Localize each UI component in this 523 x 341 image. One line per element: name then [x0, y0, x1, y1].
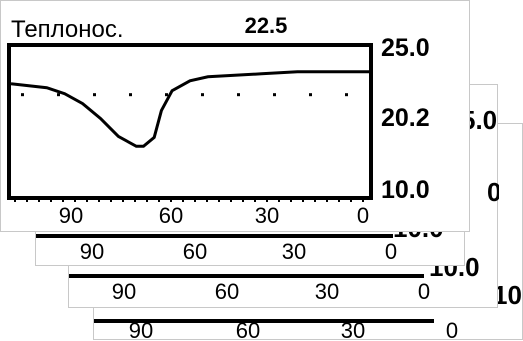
x-tick-label: 60 — [236, 318, 260, 341]
reference-dot — [309, 93, 312, 97]
reference-dot — [345, 93, 348, 97]
y-label-bottom: 10.0 — [493, 280, 523, 310]
series-line — [10, 70, 369, 148]
x-tick-label: 30 — [341, 318, 365, 341]
reference-dot — [129, 93, 132, 97]
reference-dot — [165, 93, 168, 97]
x-tick-label: 60 — [183, 239, 207, 264]
reference-dot — [273, 93, 276, 97]
x-tick-label: 90 — [112, 279, 136, 304]
trend-chart: Теплонос. 22.5 25.0 20.2 10.0 90 60 30 0 — [7, 13, 430, 228]
axis-panel: 5.0 0.2 10.0 90 60 30 0 — [69, 105, 499, 304]
reference-dot — [201, 93, 204, 97]
reference-dot — [237, 93, 240, 97]
reference-dot — [21, 93, 24, 97]
y-label-top: 25.0 — [381, 34, 430, 62]
x-tick-label: 0 — [446, 318, 458, 341]
reference-dot — [57, 93, 60, 97]
x-tick-label: 30 — [315, 279, 339, 304]
x-tick-label: 30 — [282, 239, 306, 264]
x-tick-label: 60 — [215, 279, 239, 304]
x-tick-label: 60 — [159, 203, 183, 228]
y-label-bottom: 10.0 — [381, 176, 430, 204]
x-tick-label: 0 — [418, 279, 430, 304]
plot-frame — [7, 43, 373, 200]
chart-title: Теплонос. — [11, 16, 124, 43]
y-label-mid: 0.2 — [487, 177, 499, 207]
x-minor-ticks — [14, 198, 364, 202]
reference-dot — [93, 93, 96, 97]
x-tick-label: 30 — [255, 203, 279, 228]
reference-line-dots — [21, 93, 348, 97]
y-label-mid: 20.2 — [381, 104, 430, 132]
axis-panel: 10.0 90 60 30 0 — [94, 280, 523, 341]
x-tick-label: 90 — [59, 203, 83, 228]
x-tick-label: 0 — [357, 203, 369, 228]
history-screen-main: Теплонос. 22.5 25.0 20.2 10.0 90 60 30 0 — [0, 0, 470, 232]
x-tick-label: 90 — [129, 318, 153, 341]
x-tick-label: 0 — [385, 239, 397, 264]
x-tick-label: 90 — [80, 239, 104, 264]
current-value: 22.5 — [245, 13, 288, 38]
